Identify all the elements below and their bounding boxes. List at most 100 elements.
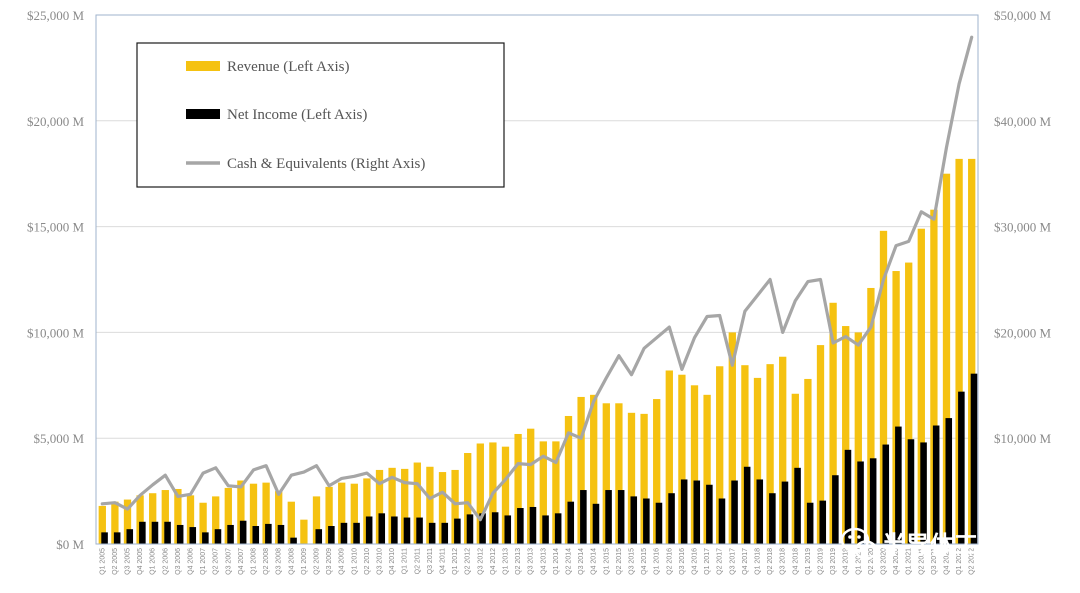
revenue-bar bbox=[968, 158, 976, 544]
legend-label-net-income: Net Income (Left Axis) bbox=[227, 107, 367, 123]
revenue-bar bbox=[161, 490, 169, 544]
x-tick-label: Q2 2012 bbox=[465, 548, 472, 575]
net-income-bar bbox=[907, 439, 915, 544]
y-left-tick-label: $0 M bbox=[56, 537, 84, 552]
x-tick-label: Q3 2010 bbox=[377, 548, 384, 575]
revenue-bar bbox=[816, 345, 825, 544]
net-income-bar bbox=[328, 526, 335, 544]
x-tick-label: Q3 2016 bbox=[679, 548, 686, 575]
net-income-bar bbox=[113, 532, 121, 544]
revenue-bar bbox=[955, 158, 963, 544]
net-income-bar bbox=[655, 502, 663, 544]
watermark: 半导体工程师 bbox=[840, 527, 1026, 560]
revenue-bar bbox=[149, 493, 157, 544]
revenue-bar bbox=[590, 394, 598, 544]
revenue-bar bbox=[350, 483, 358, 544]
net-income-bar bbox=[491, 512, 499, 544]
net-income-bar bbox=[277, 524, 285, 544]
revenue-bar bbox=[615, 403, 623, 544]
watermark-text: 半导体工程师 bbox=[882, 531, 1026, 559]
y-right-tick-label: $50,000 M bbox=[994, 8, 1052, 23]
revenue-bar bbox=[804, 378, 812, 544]
revenue-bar bbox=[401, 468, 409, 544]
net-income-bar bbox=[139, 521, 146, 544]
revenue-bar bbox=[678, 374, 686, 544]
revenue-bar bbox=[514, 433, 522, 544]
revenue-bar bbox=[665, 370, 673, 544]
x-tick-label: Q3 2013 bbox=[528, 548, 535, 575]
revenue-bar bbox=[766, 364, 774, 544]
x-tick-label: Q2 2005 bbox=[112, 548, 119, 575]
x-tick-label: Q4 2013 bbox=[540, 548, 547, 575]
net-income-bar bbox=[567, 501, 575, 544]
x-tick-label: Q1 2016 bbox=[654, 548, 661, 575]
legend: Revenue (Left Axis) Net Income (Left Axi… bbox=[136, 42, 505, 188]
revenue-bar bbox=[136, 495, 144, 544]
net-income-bar bbox=[605, 490, 612, 544]
revenue-bar bbox=[653, 399, 661, 544]
revenue-bar bbox=[312, 496, 321, 544]
x-tick-label: Q1 2013 bbox=[503, 548, 510, 575]
revenue-bar bbox=[451, 469, 459, 544]
x-tick-label: Q2 2015 bbox=[616, 548, 623, 575]
x-tick-label: Q1 2014 bbox=[553, 548, 560, 575]
net-income-bar bbox=[202, 532, 209, 544]
net-income-bar bbox=[252, 526, 260, 544]
x-tick-label: Q3 2014 bbox=[578, 548, 585, 575]
revenue-bar bbox=[716, 366, 724, 544]
y-left-tick-label: $10,000 M bbox=[27, 325, 85, 340]
revenue-bar bbox=[577, 396, 585, 544]
net-income-bar bbox=[970, 373, 978, 544]
net-income-bar bbox=[706, 484, 713, 544]
x-tick-label: Q1 2006 bbox=[150, 548, 157, 575]
revenue-bar bbox=[829, 302, 837, 544]
x-tick-label: Q1 2022 bbox=[956, 548, 963, 575]
revenue-bar bbox=[98, 505, 106, 544]
revenue-bar bbox=[249, 483, 258, 544]
x-tick-label: Q1 2009 bbox=[301, 548, 308, 575]
net-income-bar bbox=[958, 391, 965, 544]
x-tick-label: Q2 2006 bbox=[162, 548, 169, 575]
revenue-bar bbox=[905, 262, 913, 544]
revenue-bar bbox=[224, 487, 232, 544]
revenue-bar bbox=[300, 519, 308, 544]
net-income-bar bbox=[592, 503, 600, 544]
revenue-bar bbox=[275, 491, 283, 544]
revenue-bar bbox=[867, 287, 875, 544]
revenue-bar bbox=[842, 326, 850, 544]
net-income-bar bbox=[340, 522, 348, 544]
net-income-bar bbox=[832, 475, 839, 544]
legend-label-cash: Cash & Equivalents (Right Axis) bbox=[227, 156, 425, 172]
x-tick-label: Q2 2018 bbox=[767, 548, 774, 575]
x-tick-label: Q3 2015 bbox=[629, 548, 636, 575]
y-right-tick-label: $30,000 M bbox=[994, 220, 1052, 235]
revenue-bar bbox=[363, 478, 371, 544]
revenue-bar bbox=[879, 230, 888, 544]
net-income-bar bbox=[416, 517, 423, 544]
y-left-tick-label: $25,000 M bbox=[27, 8, 85, 23]
revenue-bar bbox=[741, 365, 749, 544]
x-tick-label: Q1 2012 bbox=[452, 548, 459, 575]
x-tick-label: Q2 2007 bbox=[213, 548, 220, 575]
revenue-bar bbox=[627, 412, 636, 544]
x-tick-label: Q3 2009 bbox=[326, 548, 333, 575]
revenue-bar bbox=[287, 501, 295, 544]
x-tick-label: Q3 2006 bbox=[175, 548, 182, 575]
net-income-bar bbox=[378, 513, 386, 544]
legend-swatch-net-income bbox=[186, 109, 220, 119]
revenue-bar bbox=[212, 496, 220, 544]
x-tick-label: Q2 2010 bbox=[364, 548, 371, 575]
x-tick-label: Q2 2020 bbox=[868, 548, 875, 575]
net-income-bar bbox=[189, 527, 197, 544]
revenue-bar bbox=[325, 486, 333, 544]
net-income-bar bbox=[214, 529, 222, 544]
revenue-bar bbox=[186, 495, 195, 544]
net-income-bar bbox=[680, 479, 688, 544]
y-axis-right: $10,000 M $20,000 M $30,000 M $40,000 M $50,… bbox=[994, 8, 1052, 446]
x-tick-label: Q4 2006 bbox=[188, 548, 195, 575]
revenue-bar bbox=[779, 356, 787, 544]
revenue-bar bbox=[438, 472, 447, 544]
x-tick-label: Q4 2021 bbox=[944, 548, 951, 575]
revenue-bar bbox=[930, 209, 938, 544]
net-income-bar bbox=[882, 444, 890, 544]
